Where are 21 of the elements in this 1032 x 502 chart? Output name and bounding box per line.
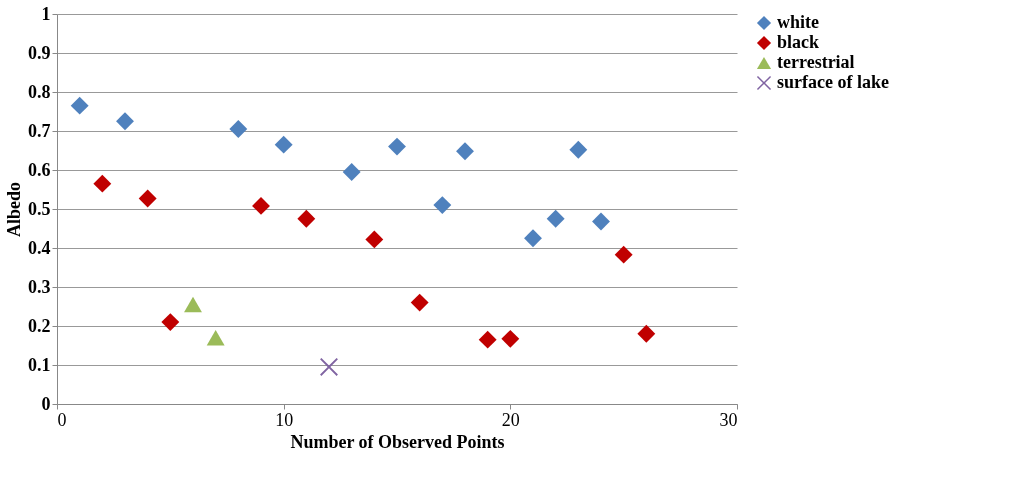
- x-tick-label: 10: [275, 409, 294, 430]
- y-tick-label: 0.2: [28, 315, 51, 336]
- y-tick-label: 0.3: [28, 276, 51, 297]
- legend-label: white: [777, 12, 819, 32]
- legend-label: surface of lake: [777, 72, 889, 92]
- y-tick-label: 1: [41, 3, 51, 24]
- y-tick-label: 0.7: [28, 120, 51, 141]
- y-tick-label: 0.4: [28, 237, 51, 258]
- legend-label: black: [777, 32, 820, 52]
- x-axis-title: Number of Observed Points: [290, 431, 505, 452]
- y-axis-title: Albedo: [4, 181, 24, 238]
- y-tick-label: 0.6: [28, 159, 51, 180]
- y-tick-label: 0.9: [28, 42, 51, 63]
- y-tick-label: 0.5: [28, 198, 51, 219]
- x-tick-label: 0: [57, 409, 67, 430]
- y-tick-label: 0.1: [28, 354, 51, 375]
- x-tick-label: 20: [501, 409, 520, 430]
- y-tick-label: 0: [41, 393, 51, 414]
- y-tick-label: 0.8: [28, 81, 51, 102]
- legend-label: terrestrial: [777, 52, 855, 72]
- x-tick-label: 30: [719, 409, 738, 430]
